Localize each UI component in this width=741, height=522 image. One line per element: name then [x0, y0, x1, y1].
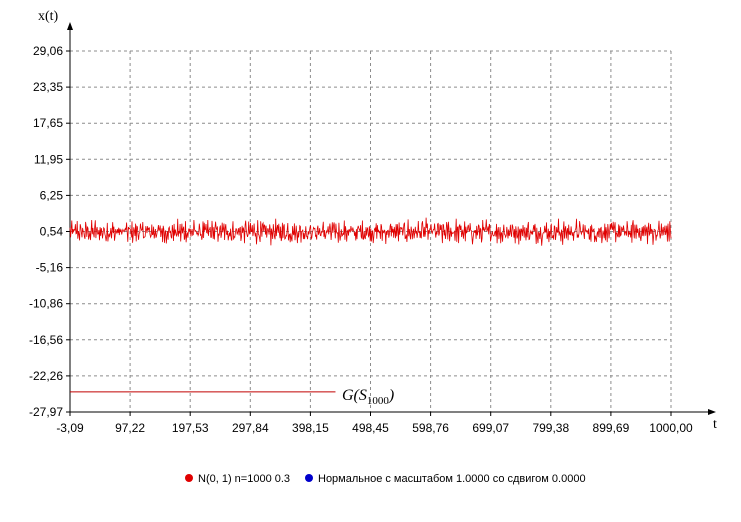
x-axis-arrow-icon: [708, 409, 716, 415]
x-tick-label: -3,09: [56, 421, 84, 435]
x-tick-label: 699,07: [472, 421, 509, 435]
x-tick-label: 899,69: [593, 421, 630, 435]
x-tick-label: 398,15: [292, 421, 329, 435]
y-tick-label: -22,26: [29, 369, 63, 383]
x-tick-label: 97,22: [115, 421, 145, 435]
x-tick-label: 799,38: [532, 421, 569, 435]
annotation-label: G(S1000): [342, 387, 394, 407]
y-tick-label: -10,86: [29, 297, 63, 311]
chart-annotation: G(S1000): [70, 387, 394, 407]
chart-axes: [66, 22, 716, 416]
chart-legend: N(0, 1) n=1000 0.3 Нормальное с масштабом…: [185, 473, 586, 485]
y-tick-label: 11,95: [34, 152, 63, 166]
y-axis-title: x(t): [38, 9, 59, 24]
y-tick-label: 17,65: [33, 116, 63, 130]
legend-marker-series-1: [185, 474, 193, 482]
y-tick-label: 23,35: [33, 80, 63, 94]
y-tick-label: 6,25: [40, 188, 64, 202]
y-tick-label: -27,97: [29, 405, 63, 419]
y-tick-labels: 29,06 23,35 17,65 11,95 6,25 0,54 -5,16 -10,86 -…: [29, 44, 63, 419]
legend-marker-series-2: [305, 474, 313, 482]
x-tick-label: 498,45: [352, 421, 389, 435]
legend-label-series-2: Нормальное с масштабом 1.0000 со сдвигом…: [318, 473, 586, 485]
y-tick-label: 29,06: [33, 44, 63, 58]
chart-grid: [69, 50, 672, 413]
y-tick-label: -16,56: [29, 333, 63, 347]
y-tick-label: 0,54: [40, 225, 64, 239]
x-tick-label: 197,53: [172, 421, 209, 435]
x-tick-label: 297,84: [232, 421, 269, 435]
legend-label-series-1: N(0, 1) n=1000 0.3: [198, 473, 290, 485]
x-axis-title: t: [713, 417, 717, 432]
y-axis-arrow-icon: [67, 22, 73, 30]
x-tick-label: 598,76: [412, 421, 449, 435]
series-line-noise: [69, 217, 672, 246]
y-tick-label: -5,16: [36, 261, 64, 275]
chart-series: [69, 217, 672, 246]
x-tick-labels: -3,09 97,22 197,53 297,84 398,15 498,45 598,76…: [56, 421, 693, 435]
x-tick-label: 1000,00: [649, 421, 693, 435]
